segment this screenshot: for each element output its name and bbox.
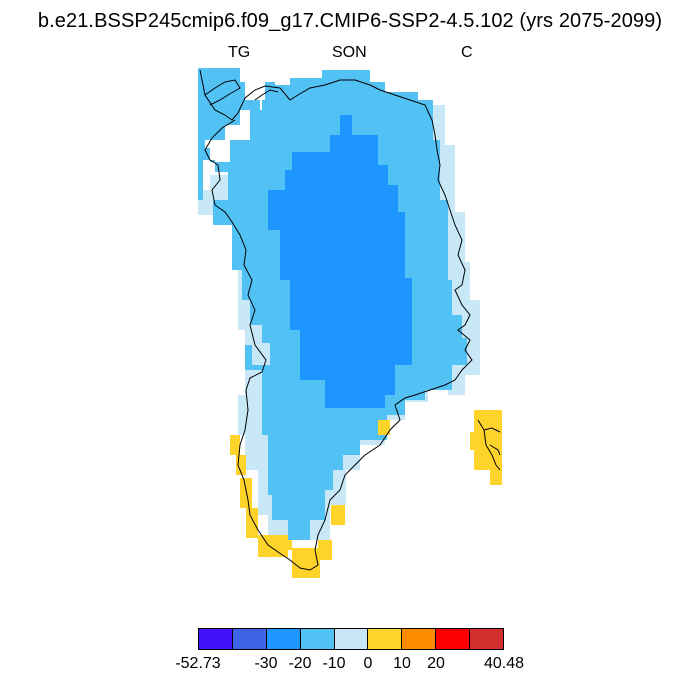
field-band-0-to-10 — [230, 410, 502, 578]
colorbar-swatch — [470, 629, 504, 649]
units-label: C — [461, 44, 473, 61]
colorbar-label: -30 — [254, 655, 278, 672]
colorbar-swatch — [199, 629, 233, 649]
coastline — [199, 69, 501, 571]
season-label: SON — [332, 44, 367, 61]
colorbar-label: -20 — [288, 655, 312, 672]
colorbar-swatch — [402, 629, 437, 649]
ocean-gap — [245, 68, 285, 100]
field-band-lt-m10 — [268, 115, 412, 408]
colorbar-swatch — [232, 629, 267, 649]
colorbar-label: 20 — [427, 655, 445, 672]
colorbar-swatch — [266, 629, 301, 649]
colorbar-swatch — [436, 629, 471, 649]
variable-label: TG — [228, 44, 251, 61]
colorbar-label: 40.48 — [483, 655, 525, 672]
colorbar-swatch — [300, 629, 335, 649]
colorbar-swatch — [368, 629, 403, 649]
plot-title: b.e21.BSSP245cmip6.f09_g17.CMIP6-SSP2-4.… — [37, 10, 663, 32]
colorbar-swatch — [334, 629, 369, 649]
colorbar-label: 10 — [393, 655, 411, 672]
colorbar-label: -52.73 — [175, 655, 221, 672]
colorbar — [198, 628, 504, 650]
colorbar-label: -10 — [322, 655, 346, 672]
colorbar-label: 0 — [363, 655, 373, 672]
